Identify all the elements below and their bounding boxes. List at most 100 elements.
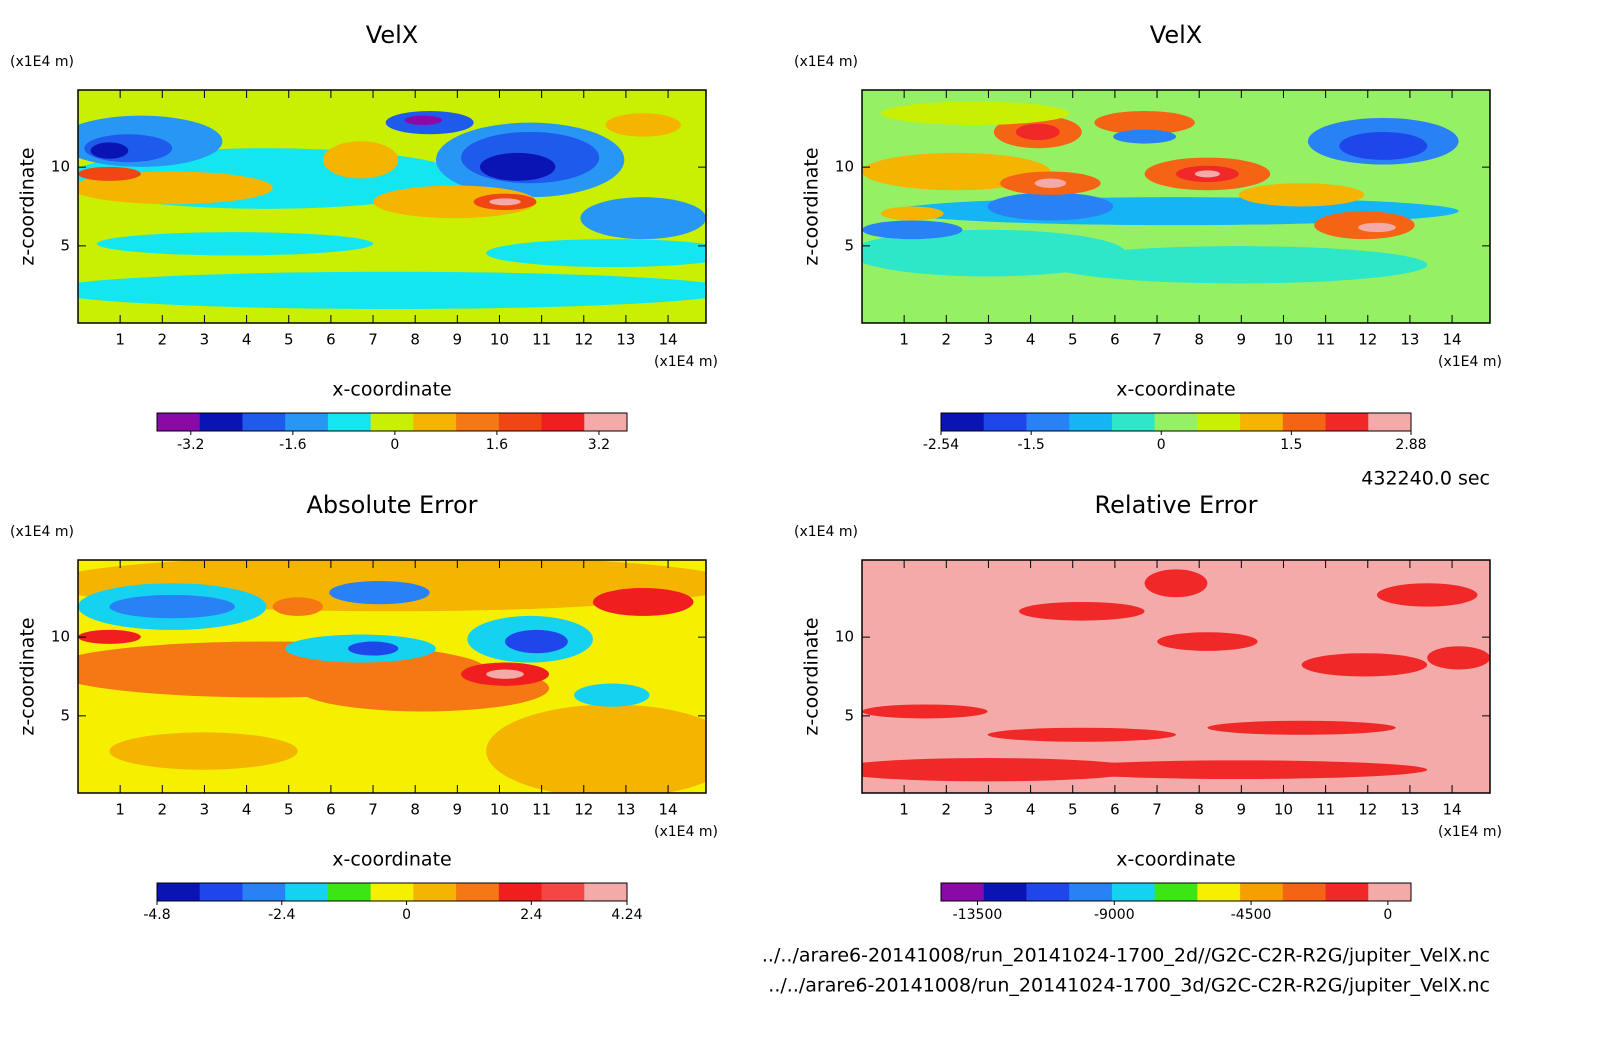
x-axis-label: x-coordinate	[1116, 849, 1235, 871]
y-unit: (x1E4 m)	[10, 54, 74, 70]
colorbar-segment	[1197, 883, 1241, 901]
x-tick-label: 1	[899, 331, 909, 349]
x-tick-label: 11	[532, 801, 551, 819]
contour-fill	[987, 727, 1176, 742]
contour-fill	[862, 220, 963, 240]
y-tick-label: 10	[51, 158, 70, 176]
x-axis-label: x-coordinate	[332, 379, 451, 401]
x-tick-label: 2	[942, 801, 952, 819]
x-tick-label: 11	[532, 331, 551, 349]
colorbar-segment	[1069, 413, 1113, 431]
file-path: ../../arare6-20141008/run_20141024-1700_…	[768, 975, 1490, 997]
x-unit: (x1E4 m)	[1438, 354, 1502, 370]
x-tick-label: 2	[158, 801, 168, 819]
contour-field	[862, 90, 1490, 323]
y-unit: (x1E4 m)	[10, 524, 74, 540]
contour-fill	[78, 629, 141, 644]
x-tick-label: 8	[410, 801, 420, 819]
colorbar-segment	[1197, 413, 1241, 431]
colorbar-segment	[327, 413, 372, 431]
y-tick-label: 10	[835, 628, 854, 646]
colorbar-segment	[370, 413, 414, 431]
contour-fill	[1358, 222, 1396, 233]
colorbar-segment	[456, 413, 500, 431]
y-axis-label: z-coordinate	[17, 147, 39, 265]
contour-fill	[987, 192, 1114, 221]
x-tick-label: 11	[1316, 331, 1335, 349]
colorbar-segment	[370, 883, 414, 901]
x-axis-label: x-coordinate	[332, 849, 451, 871]
x-tick-label: 6	[1110, 331, 1120, 349]
contour-fill	[1207, 720, 1396, 735]
x-tick-label: 7	[368, 331, 378, 349]
colorbar-segment	[157, 883, 201, 901]
contour-fill	[272, 597, 323, 616]
colorbar-tick-label: 0	[390, 437, 399, 453]
colorbar-frame	[940, 882, 1412, 902]
x-tick-label: 4	[1026, 331, 1036, 349]
x-tick-label: 9	[1237, 331, 1247, 349]
x-tick-label: 12	[1358, 801, 1377, 819]
colorbar-segment	[983, 883, 1027, 901]
x-tick-label: 8	[1194, 801, 1204, 819]
contour-fill	[592, 587, 694, 616]
contour-fill	[322, 141, 399, 179]
colorbar-segment	[541, 413, 585, 431]
colorbar-tick-label: -1.5	[1018, 437, 1045, 453]
plot-frame	[77, 559, 707, 794]
x-tick-label: 10	[1274, 331, 1293, 349]
contour-field	[78, 560, 706, 793]
colorbar-segment	[285, 413, 329, 431]
x-unit: (x1E4 m)	[1438, 824, 1502, 840]
contour-fill	[862, 704, 988, 719]
x-axis-label: x-coordinate	[1116, 379, 1235, 401]
contour-fill	[486, 239, 706, 268]
contour-fill	[880, 101, 1070, 125]
x-unit: (x1E4 m)	[654, 824, 718, 840]
colorbar-segment	[1282, 883, 1327, 901]
x-tick-label: 12	[1358, 331, 1377, 349]
colorbar-tick-label: 1.6	[486, 437, 508, 453]
colorbar-segment	[413, 883, 457, 901]
colorbar-segment	[1282, 413, 1327, 431]
contour-fill	[1194, 170, 1220, 178]
x-tick-label: 14	[659, 801, 678, 819]
colorbar-segment	[285, 883, 329, 901]
colorbar-segment	[1026, 413, 1070, 431]
colorbar-segment	[242, 883, 286, 901]
file-path: ../../arare6-20141008/run_20141024-1700_…	[762, 945, 1490, 967]
colorbar-frame	[156, 882, 628, 902]
x-tick-label: 5	[284, 331, 294, 349]
colorbar-segment	[1069, 883, 1113, 901]
x-tick-label: 4	[1026, 801, 1036, 819]
contour-fill	[1019, 601, 1145, 621]
contour-fill	[489, 198, 521, 206]
y-axis-label: z-coordinate	[801, 147, 823, 265]
x-tick-label: 14	[1443, 801, 1462, 819]
x-tick-label: 5	[1068, 331, 1078, 349]
colorbar-segment	[1154, 413, 1198, 431]
colorbar-segment	[541, 883, 585, 901]
x-tick-label: 10	[490, 801, 509, 819]
y-axis-label: z-coordinate	[17, 617, 39, 735]
contour-fill	[78, 166, 141, 181]
time-label: 432240.0 sec	[1361, 468, 1490, 490]
colorbar-segment	[1026, 883, 1070, 901]
colorbar-tick-label: 1.5	[1280, 437, 1302, 453]
colorbar-segment	[1325, 413, 1369, 431]
x-tick-label: 13	[1400, 801, 1419, 819]
contour-fill	[1144, 569, 1208, 598]
x-tick-label: 14	[1443, 331, 1462, 349]
x-tick-label: 13	[1400, 331, 1419, 349]
x-tick-label: 1	[115, 331, 125, 349]
x-tick-label: 7	[1152, 801, 1162, 819]
x-tick-label: 1	[899, 801, 909, 819]
colorbar-tick-label: -1.6	[279, 437, 306, 453]
contour-fill	[505, 629, 568, 654]
contour-fill	[580, 197, 706, 240]
colorbar-segment	[983, 413, 1027, 431]
contour-fill	[486, 669, 524, 679]
contour-field	[78, 90, 706, 323]
plot-frame	[861, 559, 1491, 794]
colorbar-tick-label: -4.8	[143, 907, 170, 923]
